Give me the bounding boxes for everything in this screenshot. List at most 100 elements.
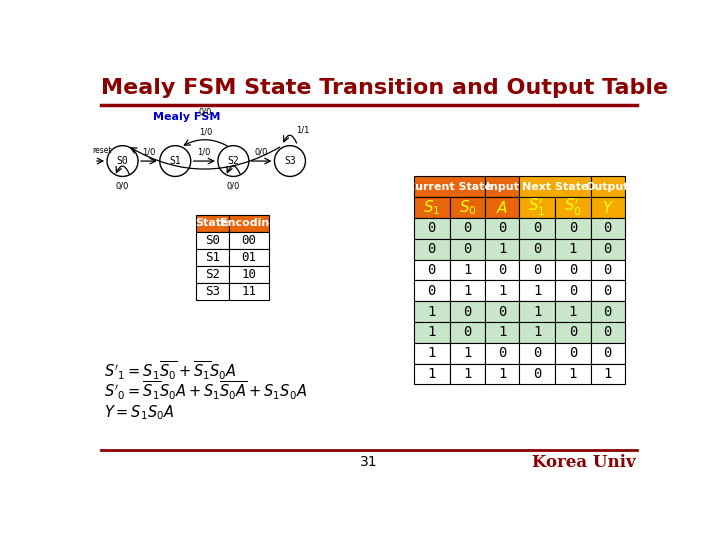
Text: $A$: $A$ [496,200,508,215]
Text: 1: 1 [428,305,436,319]
FancyBboxPatch shape [485,301,519,322]
Text: 0: 0 [428,221,436,235]
Text: 1: 1 [569,305,577,319]
FancyBboxPatch shape [519,218,555,239]
Text: Current State: Current State [407,182,492,192]
FancyBboxPatch shape [229,266,269,283]
Text: 1: 1 [463,367,472,381]
Text: Next State: Next State [522,182,588,192]
Text: 1: 1 [533,305,541,319]
FancyBboxPatch shape [449,239,485,260]
Text: S1: S1 [169,156,181,166]
FancyBboxPatch shape [414,322,449,343]
Text: 0/0: 0/0 [198,108,212,117]
Text: 1: 1 [428,367,436,381]
FancyBboxPatch shape [229,232,269,249]
FancyBboxPatch shape [590,177,625,197]
Text: S1: S1 [205,251,220,264]
Text: 0: 0 [569,346,577,360]
FancyBboxPatch shape [229,283,269,300]
FancyBboxPatch shape [555,239,590,260]
FancyBboxPatch shape [590,197,625,218]
Text: 0: 0 [428,263,436,277]
Text: $S'_1 = S_1\overline{S_0} + \overline{S_1}S_0A$: $S'_1 = S_1\overline{S_0} + \overline{S_… [104,359,237,382]
Text: 0: 0 [498,346,506,360]
Text: 1: 1 [498,284,506,298]
Text: 10: 10 [241,268,256,281]
Text: S0: S0 [205,234,220,247]
Text: 0: 0 [463,221,472,235]
FancyBboxPatch shape [414,177,485,197]
Text: $S_0$: $S_0$ [459,198,477,217]
FancyBboxPatch shape [414,260,449,280]
Text: 0: 0 [533,263,541,277]
Text: 0: 0 [428,284,436,298]
FancyBboxPatch shape [519,280,555,301]
FancyBboxPatch shape [414,301,449,322]
FancyBboxPatch shape [590,218,625,239]
Text: 00: 00 [241,234,256,247]
Text: $S_0'$: $S_0'$ [564,197,582,218]
FancyBboxPatch shape [555,218,590,239]
Text: 1/0: 1/0 [197,148,211,157]
FancyBboxPatch shape [519,197,555,218]
Text: 0: 0 [533,242,541,256]
FancyBboxPatch shape [414,239,449,260]
FancyBboxPatch shape [414,218,449,239]
FancyBboxPatch shape [196,232,229,249]
Text: 1: 1 [533,284,541,298]
FancyBboxPatch shape [414,363,449,384]
Text: 0/0: 0/0 [227,182,240,191]
Text: 0: 0 [603,263,612,277]
FancyBboxPatch shape [519,322,555,343]
Text: $S_1'$: $S_1'$ [528,197,546,218]
Text: S3: S3 [284,156,296,166]
Text: 1: 1 [498,326,506,339]
FancyBboxPatch shape [590,322,625,343]
Text: 0: 0 [569,326,577,339]
FancyBboxPatch shape [555,260,590,280]
FancyBboxPatch shape [555,322,590,343]
Text: S0: S0 [117,156,128,166]
Text: 0: 0 [569,221,577,235]
Text: Mealy FSM: Mealy FSM [153,112,220,122]
FancyBboxPatch shape [449,343,485,363]
Text: 0: 0 [463,242,472,256]
FancyBboxPatch shape [449,280,485,301]
FancyBboxPatch shape [555,301,590,322]
FancyBboxPatch shape [485,177,519,197]
FancyBboxPatch shape [590,239,625,260]
FancyBboxPatch shape [485,197,519,218]
FancyBboxPatch shape [519,343,555,363]
Text: 0: 0 [603,242,612,256]
Text: Korea Univ: Korea Univ [532,454,636,471]
Text: 0: 0 [603,221,612,235]
FancyBboxPatch shape [414,343,449,363]
Text: 1: 1 [498,367,506,381]
Text: 1: 1 [463,284,472,298]
Text: 0: 0 [498,263,506,277]
Text: 0: 0 [603,326,612,339]
Text: $S'_0 = \overline{S_1}S_0A + S_1\overline{S_0}\overline{A} + S_1S_0A$: $S'_0 = \overline{S_1}S_0A + S_1\overlin… [104,380,307,402]
Text: 0: 0 [428,242,436,256]
Text: 0/0: 0/0 [255,148,268,157]
FancyBboxPatch shape [555,280,590,301]
FancyBboxPatch shape [449,301,485,322]
Text: 0: 0 [463,305,472,319]
FancyBboxPatch shape [590,363,625,384]
Text: 1: 1 [463,346,472,360]
FancyBboxPatch shape [519,177,590,197]
FancyBboxPatch shape [196,215,229,232]
FancyBboxPatch shape [449,322,485,343]
FancyBboxPatch shape [590,280,625,301]
FancyBboxPatch shape [449,218,485,239]
Text: $S_1$: $S_1$ [423,198,441,217]
Text: Output: Output [586,182,629,192]
Text: 1: 1 [463,263,472,277]
FancyBboxPatch shape [485,260,519,280]
Text: Input: Input [486,182,518,192]
Text: Mealy FSM State Transition and Output Table: Mealy FSM State Transition and Output Ta… [101,78,668,98]
FancyBboxPatch shape [414,280,449,301]
FancyBboxPatch shape [196,266,229,283]
FancyBboxPatch shape [555,197,590,218]
